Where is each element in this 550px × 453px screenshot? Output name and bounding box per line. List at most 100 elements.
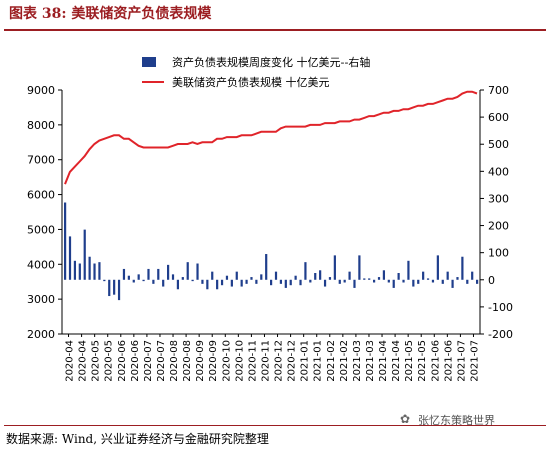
bar [186,262,189,280]
bar [402,279,405,283]
bar [387,279,390,283]
x-tick-label: 2021-07 [469,340,480,382]
bar [319,270,322,280]
bar [73,260,77,280]
bar [274,271,278,280]
x-tick-label: 2021-06 [443,340,454,382]
x-tick-label: 2021-05 [404,340,415,382]
x-tick-label: 2020-08 [182,340,193,382]
bar [152,279,155,284]
bar [260,274,263,280]
bar [417,279,420,284]
bar [343,279,346,283]
left-tick-label: 2000 [27,328,55,341]
x-tick-label: 2021-01 [313,340,324,382]
right-tick-label: -100 [488,301,513,314]
bar [456,277,459,280]
x-tick-label: 2021-06 [430,340,441,382]
bar [191,279,194,282]
bar [446,271,449,280]
x-tick-label: 2020-04 [65,340,76,382]
legend-bar-swatch [142,57,156,67]
bar [471,271,474,280]
bar [127,275,130,280]
bar [304,262,307,280]
bar [328,277,332,280]
bar [461,256,464,280]
bar [93,263,96,280]
bar-series [64,202,479,301]
bar [299,279,302,286]
bar [103,279,106,282]
bar [397,273,400,280]
right-tick-label: 500 [488,138,509,151]
bar [436,255,439,280]
bar [220,279,224,286]
bar [157,268,160,280]
x-tick-label: 2020-05 [104,340,115,382]
bar [309,279,312,283]
bar [98,262,101,280]
bar [392,279,395,288]
bar [314,273,317,280]
bar [176,279,180,290]
legend-bar-label: 资产负债表规模周度变化 十亿美元--右轴 [172,55,370,69]
x-tick-label: 2021-04 [378,340,389,382]
x-tick-label: 2020-12 [274,340,285,382]
bar [412,279,415,287]
bar [171,274,175,280]
bar [64,202,67,280]
bar [368,278,371,280]
left-tick-label: 4000 [27,258,55,271]
bar [230,279,233,287]
bar [137,274,140,280]
x-tick-label: 2020-12 [287,340,298,382]
x-tick-label: 2020-07 [143,340,154,382]
bar [289,279,292,286]
bottom-rule [4,425,546,426]
source-note: 数据来源: Wind, 兴业证券经济与金融研究院整理 [6,432,269,446]
bar [211,271,214,280]
bar [422,271,425,280]
x-tick-label: 2021-04 [391,340,402,382]
bar [206,279,209,290]
x-tick-label: 2020-09 [195,340,206,382]
bar [113,279,116,295]
bar [108,279,111,297]
bar [240,279,243,287]
x-tick-label: 2020-07 [156,340,167,382]
bar [167,264,170,280]
left-tick-label: 3000 [27,293,55,306]
x-tick-label: 2021-05 [417,340,428,382]
bar [78,263,81,280]
bar [181,277,184,280]
bar [377,277,381,280]
left-tick-label: 7000 [27,154,55,167]
bar [270,279,273,286]
bar [476,279,479,284]
x-tick-label: 2020-06 [117,340,128,382]
bar [250,277,253,280]
bar [122,268,126,280]
right-tick-label: 400 [488,165,509,178]
bar [407,260,410,280]
x-tick-label: 2021-02 [339,340,350,382]
bar [323,279,327,287]
x-tick-label: 2021-01 [300,340,311,382]
bar [431,279,435,283]
left-tick-label: 9000 [27,84,55,97]
left-tick-label: 6000 [27,189,55,202]
bar [279,279,283,284]
bar [83,229,86,280]
bar [338,279,341,284]
bar [466,279,469,284]
x-tick-label: 2021-07 [456,340,467,382]
right-tick-label: 100 [488,247,509,260]
x-tick-label: 2020-10 [234,340,245,382]
bar [201,279,204,284]
bar [225,275,229,280]
chart-axes: 20003000400050006000700080009000-200-100… [27,84,513,382]
bar [162,279,165,287]
bar [451,279,454,288]
x-tick-label: 2020-06 [130,340,141,382]
